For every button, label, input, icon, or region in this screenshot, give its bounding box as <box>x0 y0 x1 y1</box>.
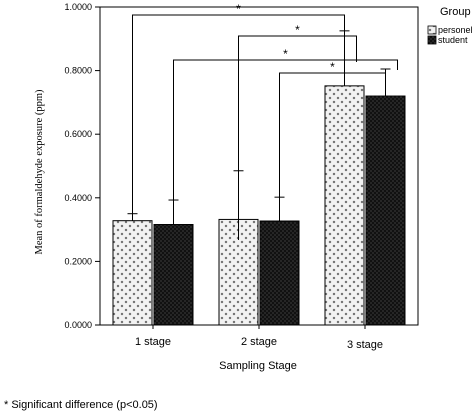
y-tick-label: 0.8000 <box>64 66 92 76</box>
x-tick-label: 1 stage <box>135 336 171 348</box>
significance-star: * <box>236 2 241 16</box>
significance-bracket <box>238 35 357 240</box>
legend-swatch-student <box>427 35 437 45</box>
legend-title: Group <box>440 6 471 18</box>
significance-bracket <box>132 14 345 218</box>
significance-star: * <box>295 23 300 37</box>
bar-personel-2 <box>324 85 365 326</box>
significance-bracket <box>173 59 398 200</box>
footnote: * Significant difference (p<0.05) <box>4 399 158 411</box>
legend-label-personel: personel <box>438 25 473 35</box>
legend-swatch-personel <box>427 25 437 35</box>
x-tick-label: 3 stage <box>347 339 383 351</box>
bar-student-0 <box>153 224 194 326</box>
y-tick-label: 0.6000 <box>64 129 92 139</box>
bar-student-2 <box>365 95 406 326</box>
legend: Group personel student <box>427 6 473 45</box>
y-tick-label: 0.2000 <box>64 256 92 266</box>
x-axis: 1 stage 2 stage 3 stage <box>135 325 383 351</box>
y-axis-title: Mean of formaldehyde exposure (ppm) <box>34 89 45 255</box>
y-tick-label: 0.0000 <box>64 320 92 330</box>
significance-star: * <box>283 47 288 61</box>
bars-group <box>112 85 406 326</box>
legend-label-student: student <box>438 35 468 45</box>
significance-bracket <box>279 72 386 197</box>
bar-personel-0 <box>112 220 153 326</box>
y-tick-label: 1.0000 <box>64 2 92 12</box>
significance-brackets: * * * * <box>132 2 398 240</box>
x-tick-label: 2 stage <box>241 336 277 348</box>
significance-star: * <box>330 60 335 74</box>
x-axis-title: Sampling Stage <box>219 360 297 372</box>
bar-student-1 <box>259 220 300 326</box>
y-tick-label: 0.4000 <box>64 193 92 203</box>
y-axis: 0.0000 0.2000 0.4000 0.6000 0.8000 1.0000 <box>64 2 100 330</box>
